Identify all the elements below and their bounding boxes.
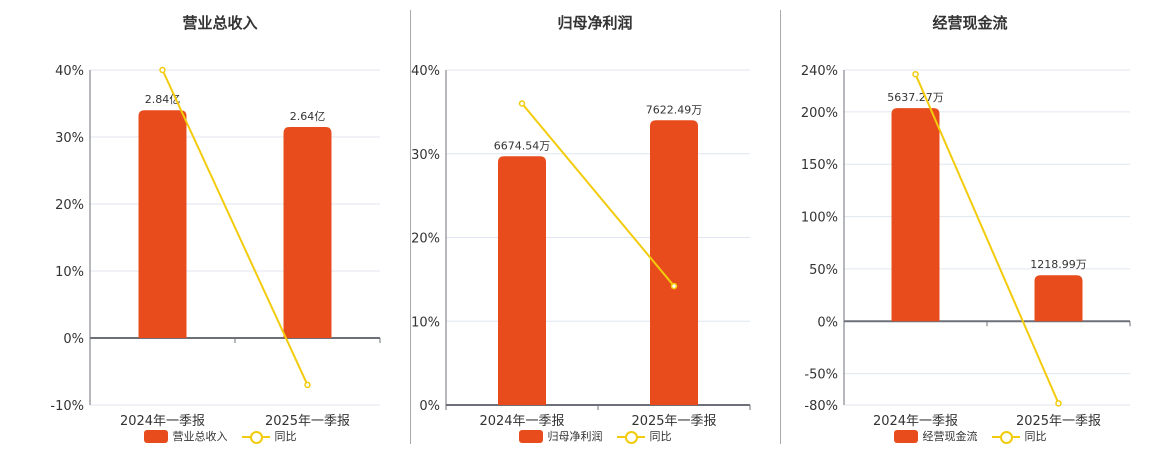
yoy-line (161, 69, 309, 386)
legend-item-bar[interactable]: 归母净利润 (518, 428, 603, 444)
x-category-label: 2024年一季报 (479, 414, 564, 429)
yoy-point[interactable] (912, 70, 919, 78)
chart-panel-cashflow: 经营现金流 (780, 0, 1160, 450)
chart-2: 240% 200% 150% 100% 50% 0% -50% -80% 5637.27万 202… (801, 64, 1131, 429)
y-tick-label: 20% (411, 232, 440, 247)
bar-value-label: 6674.54万 (494, 139, 551, 152)
bar[interactable] (1034, 275, 1083, 322)
y-tick-label: 20% (55, 198, 84, 213)
legend-item-line[interactable]: 同比 (616, 428, 672, 444)
legend-item-line[interactable]: 同比 (241, 428, 297, 444)
bar[interactable] (283, 126, 332, 338)
legend-label: 经营现金流 (922, 430, 978, 443)
yoy-line (521, 102, 675, 287)
legend-line-marker-icon (241, 430, 270, 444)
chart-panel-net-profit: 归母净利润 (410, 0, 780, 450)
chart-title: 归母净利润 (557, 14, 633, 32)
y-tick-label: 150% (801, 158, 838, 173)
bar[interactable] (138, 110, 187, 338)
y-tick-label: 10% (55, 265, 84, 280)
legend-net-profit: 归母净利润 同比 (410, 428, 780, 444)
y-tick-label: -10% (50, 399, 84, 414)
legend-label: 营业总收入 (172, 430, 228, 443)
x-category-label: 2024年一季报 (120, 414, 205, 429)
legend-item-line[interactable]: 同比 (991, 428, 1047, 444)
y-tick-label: 0% (63, 332, 84, 347)
legend-cashflow: 经营现金流 同比 (780, 428, 1160, 444)
x-category-label: 2025年一季报 (631, 414, 716, 429)
y-tick-label: 30% (411, 148, 440, 163)
legend-label: 同比 (274, 430, 297, 443)
y-tick-label: 240% (801, 64, 838, 79)
chart-title: 经营现金流 (932, 14, 1008, 32)
y-tick-label: 40% (55, 64, 84, 79)
legend-bar-swatch-icon (893, 429, 918, 443)
chart-title: 营业总收入 (182, 14, 258, 32)
legend-line-marker-icon (991, 430, 1020, 444)
yoy-point[interactable] (670, 282, 678, 290)
bar-value-label: 7622.49万 (646, 103, 703, 116)
x-category-label: 2025年一季报 (1016, 414, 1101, 429)
bar-value-label: 1218.99万 (1030, 258, 1087, 271)
chart-panel-revenue: 营业总收入 (40, 0, 400, 450)
legend-label: 同比 (649, 430, 672, 443)
y-tick-label: 200% (801, 106, 838, 121)
bar[interactable] (650, 120, 698, 405)
legend-item-bar[interactable]: 营业总收入 (143, 428, 228, 444)
bar[interactable] (891, 108, 940, 322)
y-tick-label: 40% (411, 64, 440, 79)
yoy-point[interactable] (518, 100, 526, 107)
yoy-line (914, 73, 1060, 404)
yoy-point[interactable] (1055, 400, 1062, 407)
x-category-label: 2024年一季报 (873, 414, 958, 429)
bar-value-label: 2.64亿 (290, 110, 326, 123)
bar-value-label: 2.84亿 (145, 93, 181, 106)
legend-line-marker-icon (616, 430, 645, 444)
legend-label: 同比 (1024, 430, 1047, 443)
bar-value-label: 5637.27万 (887, 91, 944, 104)
legend-label: 归母净利润 (547, 430, 603, 443)
x-category-label: 2025年一季报 (265, 414, 350, 429)
panel-divider (780, 10, 781, 444)
legend-item-bar[interactable]: 经营现金流 (893, 428, 978, 444)
yoy-point[interactable] (159, 66, 166, 74)
y-tick-label: 100% (801, 211, 838, 226)
legend-bar-swatch-icon (518, 429, 543, 443)
panel-divider (410, 10, 411, 444)
yoy-point[interactable] (304, 381, 311, 389)
bar[interactable] (498, 156, 546, 405)
y-tick-label: 0% (419, 399, 440, 414)
y-tick-label: -80% (804, 399, 838, 414)
y-tick-label: 30% (55, 131, 84, 146)
chart-1: 40% 30% 20% 10% 0% 6674.54万 2024年一季报 7622.49万 20… (411, 64, 751, 429)
chart-0: 40% 30% 20% 10% 0% -10% 2.84亿 2024年一季报 2.64亿 2025… (50, 64, 381, 429)
y-tick-label: 10% (411, 315, 440, 330)
legend-bar-swatch-icon (143, 429, 168, 443)
y-tick-label: -50% (804, 368, 838, 383)
legend-revenue: 营业总收入 同比 (40, 428, 400, 444)
y-tick-label: 0% (817, 315, 838, 330)
y-tick-label: 50% (809, 263, 838, 278)
